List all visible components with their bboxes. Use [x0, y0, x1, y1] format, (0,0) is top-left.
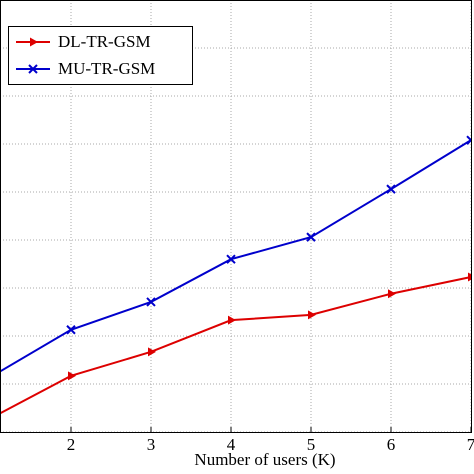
marker	[308, 310, 316, 320]
marker	[148, 347, 156, 357]
marker	[228, 315, 236, 325]
marker	[386, 184, 396, 194]
legend-label: DL-TR-GSM	[58, 32, 151, 51]
legend-marker	[30, 37, 38, 47]
marker	[306, 232, 316, 242]
x-tick-label: 4	[227, 435, 236, 454]
marker	[466, 135, 472, 145]
marker	[226, 254, 236, 264]
x-tick-label: 5	[307, 435, 316, 454]
legend-marker	[28, 64, 38, 74]
marker	[388, 289, 396, 299]
marker	[68, 371, 76, 381]
x-tick-label: 6	[387, 435, 396, 454]
x-tick-label: 7	[467, 435, 474, 454]
legend-label: MU-TR-GSM	[58, 59, 155, 78]
marker	[66, 325, 76, 335]
x-axis-label: Number of users (K)	[194, 450, 335, 469]
marker	[146, 297, 156, 307]
plot-frame	[0, 0, 472, 433]
x-tick-label: 2	[67, 435, 76, 454]
legend: DL-TR-GSM MU-TR-GSM	[8, 26, 193, 85]
x-tick-label: 3	[147, 435, 156, 454]
legend-box	[8, 26, 193, 85]
